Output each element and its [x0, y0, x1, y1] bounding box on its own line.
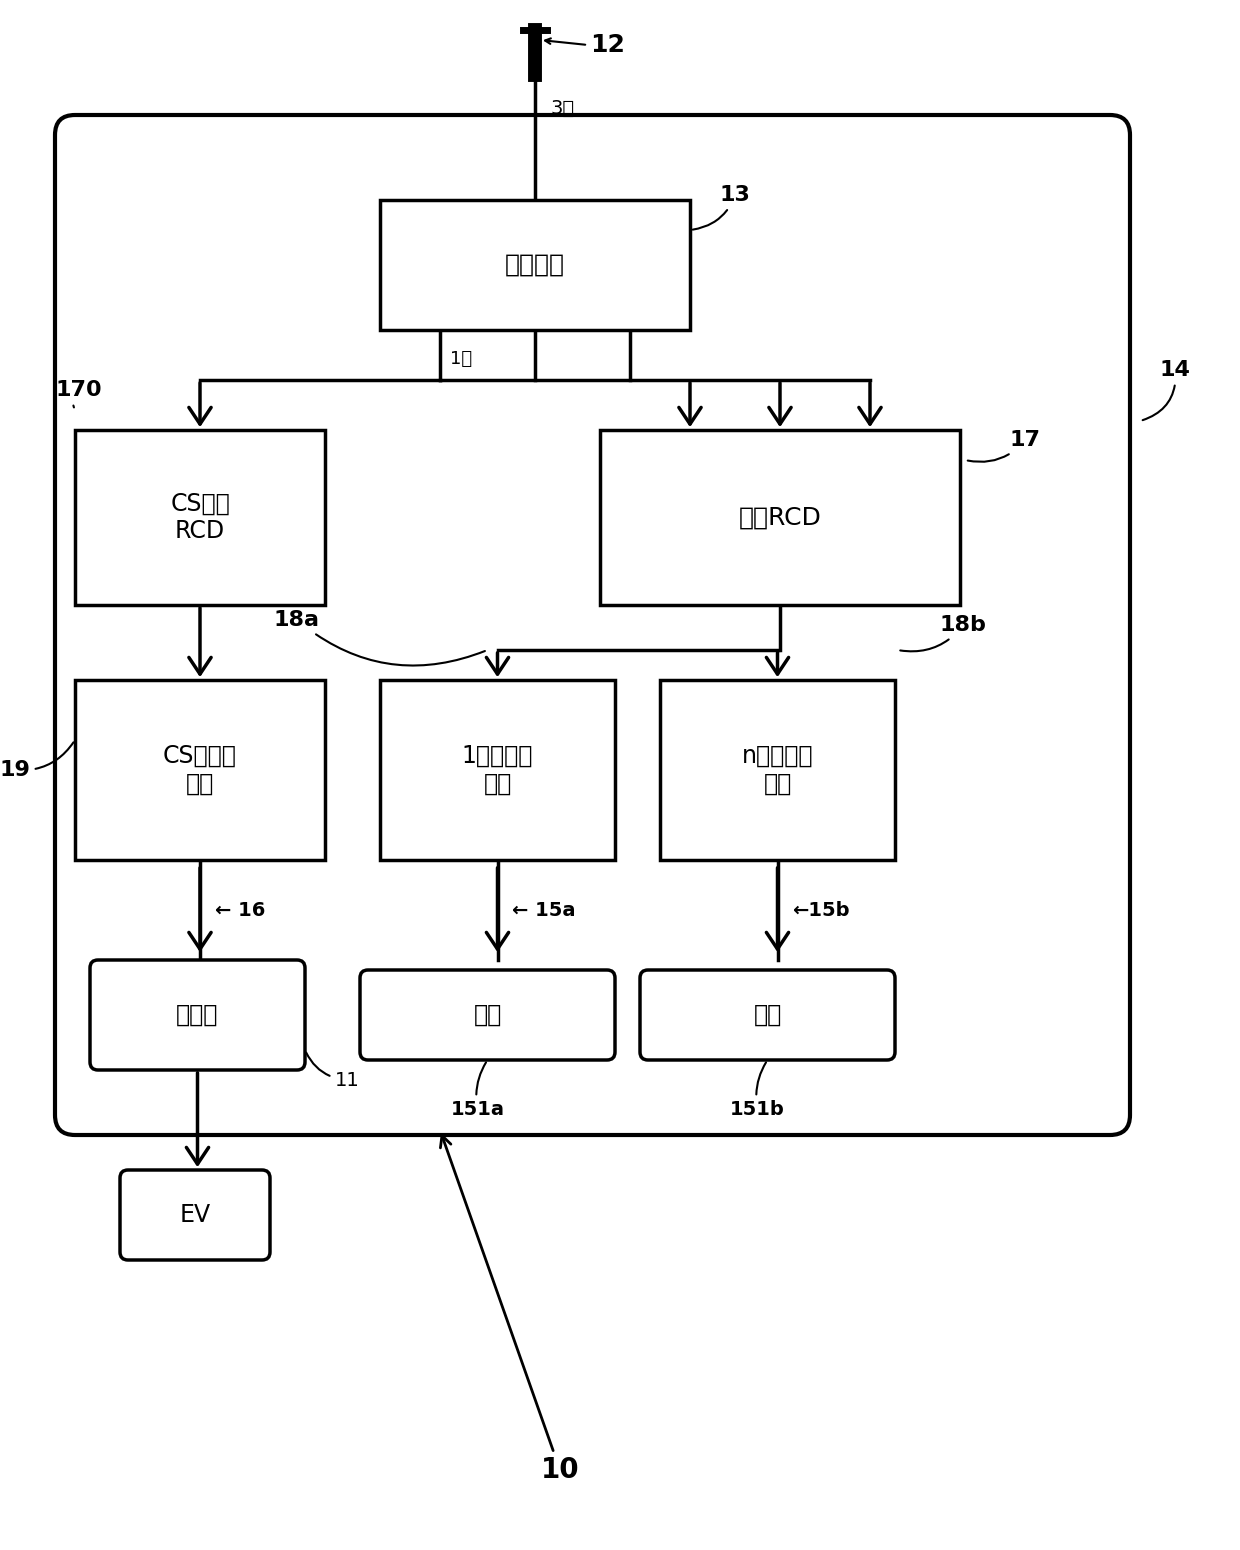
Text: 电器: 电器 [474, 1003, 502, 1028]
Text: 12: 12 [590, 33, 625, 57]
Bar [74, 429, 325, 604]
Text: 充电点: 充电点 [176, 1003, 218, 1028]
Text: 18b: 18b [900, 615, 987, 651]
Bar [74, 680, 325, 860]
Text: 主断路器: 主断路器 [505, 253, 565, 277]
Text: CS电路断
路器: CS电路断 路器 [164, 744, 237, 795]
Text: CS电路
RCD: CS电路 RCD [170, 491, 229, 544]
Text: 151b: 151b [730, 1062, 785, 1119]
Bar [600, 429, 960, 604]
Text: 电器: 电器 [754, 1003, 781, 1028]
Text: ← 15a: ← 15a [512, 901, 577, 919]
Bar [660, 680, 895, 860]
Text: 151a: 151a [450, 1062, 505, 1119]
Text: 17: 17 [967, 429, 1042, 462]
Text: 1号电路断
路器: 1号电路断 路器 [461, 744, 533, 795]
Text: EV: EV [180, 1203, 211, 1228]
Text: 18a: 18a [274, 611, 485, 665]
Bar [379, 680, 615, 860]
Text: 家用RCD: 家用RCD [739, 505, 821, 530]
Text: 14: 14 [1142, 360, 1190, 420]
FancyBboxPatch shape [120, 1170, 270, 1260]
FancyBboxPatch shape [91, 959, 305, 1070]
Text: 19: 19 [0, 742, 73, 780]
Text: 170: 170 [55, 380, 102, 408]
Text: n号电路断
路器: n号电路断 路器 [742, 744, 813, 795]
FancyBboxPatch shape [55, 115, 1130, 1135]
Text: ← 16: ← 16 [215, 901, 265, 919]
Text: 3相: 3相 [551, 99, 574, 118]
Bar [379, 200, 689, 330]
Text: 11: 11 [306, 1052, 360, 1090]
Text: 10: 10 [440, 1136, 579, 1483]
Text: 1相: 1相 [450, 350, 472, 367]
Text: ←15b: ←15b [792, 901, 849, 919]
FancyBboxPatch shape [640, 970, 895, 1060]
Text: 13: 13 [693, 184, 751, 229]
FancyBboxPatch shape [360, 970, 615, 1060]
